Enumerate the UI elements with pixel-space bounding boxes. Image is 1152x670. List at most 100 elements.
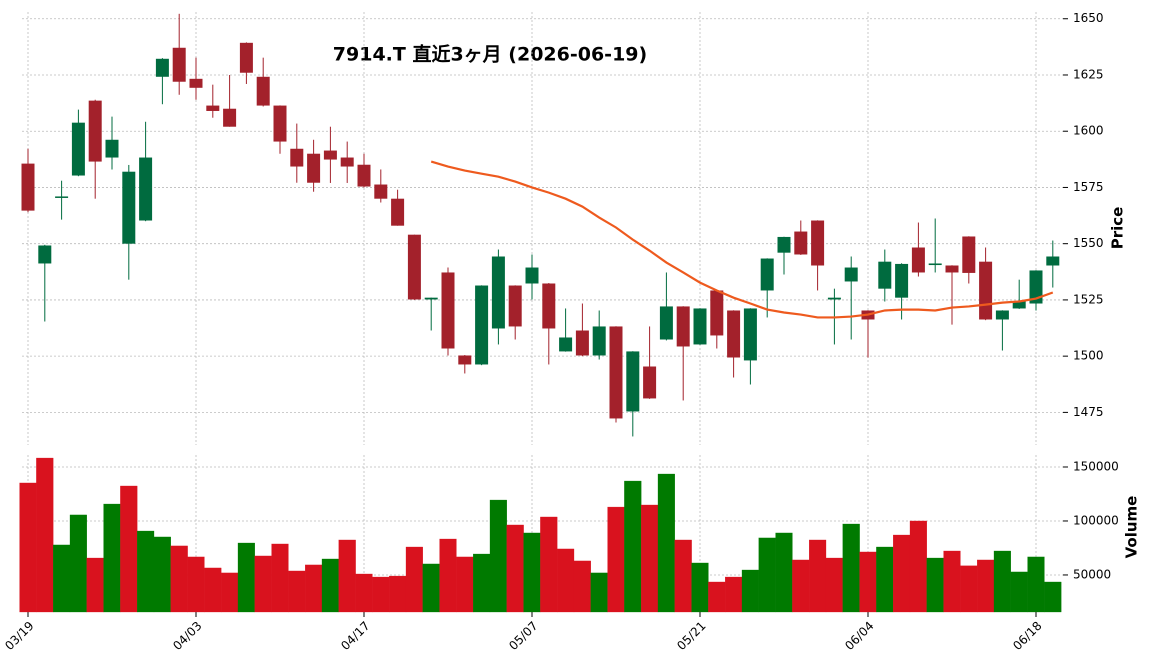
y-tick-label: 1500 bbox=[1073, 349, 1104, 363]
candle-body bbox=[391, 198, 405, 226]
volume-bar bbox=[691, 562, 709, 613]
volume-bar bbox=[305, 564, 323, 613]
candle-body bbox=[491, 256, 505, 329]
y-tick-label: 1475 bbox=[1073, 405, 1104, 419]
chart-title: 7914.T 直近3ヶ月 (2026-06-19) bbox=[333, 43, 647, 66]
candle-body bbox=[508, 285, 522, 327]
candle-body bbox=[475, 285, 489, 365]
volume-tick-label: 50000 bbox=[1073, 567, 1111, 581]
volume-bar bbox=[590, 572, 608, 613]
volume-bar bbox=[338, 539, 356, 613]
volume-bar bbox=[809, 539, 827, 613]
candle-body bbox=[592, 326, 606, 356]
candle-body bbox=[189, 78, 203, 88]
volume-bar bbox=[909, 520, 927, 613]
candle-body bbox=[794, 231, 808, 255]
volume-bar bbox=[221, 572, 239, 613]
x-tick-label: 06/04 bbox=[842, 619, 876, 653]
volume-bar bbox=[926, 557, 944, 613]
y-axis-label: Price bbox=[1109, 207, 1127, 250]
volume-bar bbox=[506, 524, 524, 613]
volume-bar bbox=[1044, 581, 1062, 613]
volume-bar bbox=[607, 506, 625, 613]
candle-body bbox=[256, 76, 270, 106]
volume-bar bbox=[473, 553, 491, 613]
candle-body bbox=[559, 337, 573, 352]
volume-bar bbox=[53, 544, 71, 613]
volume-tick-label: 100000 bbox=[1073, 513, 1119, 527]
volume-bar bbox=[641, 504, 659, 613]
volume-bar bbox=[489, 499, 507, 613]
volume-bar bbox=[893, 534, 911, 613]
volume-bar bbox=[439, 538, 457, 613]
volume-bar bbox=[137, 530, 155, 613]
y-tick-label: 1575 bbox=[1073, 180, 1104, 194]
candle-body bbox=[424, 297, 438, 300]
volume-bar bbox=[36, 457, 54, 613]
volume-bar bbox=[708, 581, 726, 613]
y-tick-label: 1550 bbox=[1073, 236, 1104, 250]
candle-body bbox=[626, 351, 640, 412]
x-tick-label: 06/18 bbox=[1010, 619, 1044, 653]
candle-body bbox=[273, 105, 287, 142]
volume-bar bbox=[943, 550, 961, 613]
candle-body bbox=[1046, 256, 1060, 266]
candle-body bbox=[71, 122, 85, 176]
candle-body bbox=[38, 245, 52, 264]
candle-body bbox=[1029, 270, 1043, 304]
volume-bar bbox=[19, 482, 37, 613]
candle-body bbox=[122, 171, 136, 244]
volume-bar bbox=[657, 473, 675, 613]
candle-body bbox=[223, 108, 237, 127]
volume-axis-label: Volume bbox=[1123, 496, 1141, 559]
volume-bar bbox=[422, 563, 440, 613]
y-tick-label: 1625 bbox=[1073, 67, 1104, 81]
x-tick-label: 05/07 bbox=[506, 619, 540, 653]
volume-bar bbox=[557, 548, 575, 613]
volume-bar bbox=[271, 543, 289, 613]
candle-body bbox=[659, 306, 673, 340]
candle-body bbox=[811, 220, 825, 266]
candle-body bbox=[643, 366, 657, 399]
y-tick-label: 1650 bbox=[1073, 11, 1104, 25]
candle-body bbox=[172, 47, 186, 82]
x-tick-label: 05/21 bbox=[674, 619, 708, 653]
volume-bar bbox=[876, 546, 894, 613]
candle-body bbox=[962, 236, 976, 273]
volume-bar bbox=[69, 514, 87, 613]
candle-body bbox=[727, 310, 741, 358]
candle-body bbox=[995, 310, 1009, 320]
volume-bar bbox=[86, 557, 104, 613]
volume-bar bbox=[1027, 556, 1045, 613]
candle-body bbox=[911, 247, 925, 273]
candle-body bbox=[827, 297, 841, 300]
x-tick-label: 03/19 bbox=[2, 619, 36, 653]
volume-bar bbox=[405, 546, 423, 613]
candle-body bbox=[290, 148, 304, 167]
candle-body bbox=[676, 306, 690, 347]
volume-bar bbox=[321, 558, 339, 613]
candle-body bbox=[374, 184, 388, 199]
volume-bar bbox=[389, 575, 407, 613]
candle-body bbox=[878, 261, 892, 289]
candle-body bbox=[609, 326, 623, 419]
candle-body bbox=[139, 157, 153, 221]
candle-body bbox=[340, 157, 354, 167]
volume-bar bbox=[977, 559, 995, 613]
volume-bar bbox=[288, 570, 306, 613]
volume-bar bbox=[237, 542, 255, 613]
volume-bar bbox=[624, 480, 642, 613]
candle-body bbox=[407, 234, 421, 300]
volume-bar bbox=[842, 523, 860, 613]
candle-body bbox=[441, 272, 455, 349]
volume-bar bbox=[170, 545, 188, 613]
volume-bar bbox=[523, 532, 541, 613]
candle-body bbox=[21, 163, 35, 211]
volume-bar bbox=[355, 573, 373, 613]
volume-bar bbox=[540, 516, 558, 613]
volume-bar bbox=[725, 576, 743, 613]
candle-body bbox=[206, 105, 220, 111]
candle-body bbox=[155, 58, 169, 77]
volume-bar bbox=[573, 560, 591, 613]
